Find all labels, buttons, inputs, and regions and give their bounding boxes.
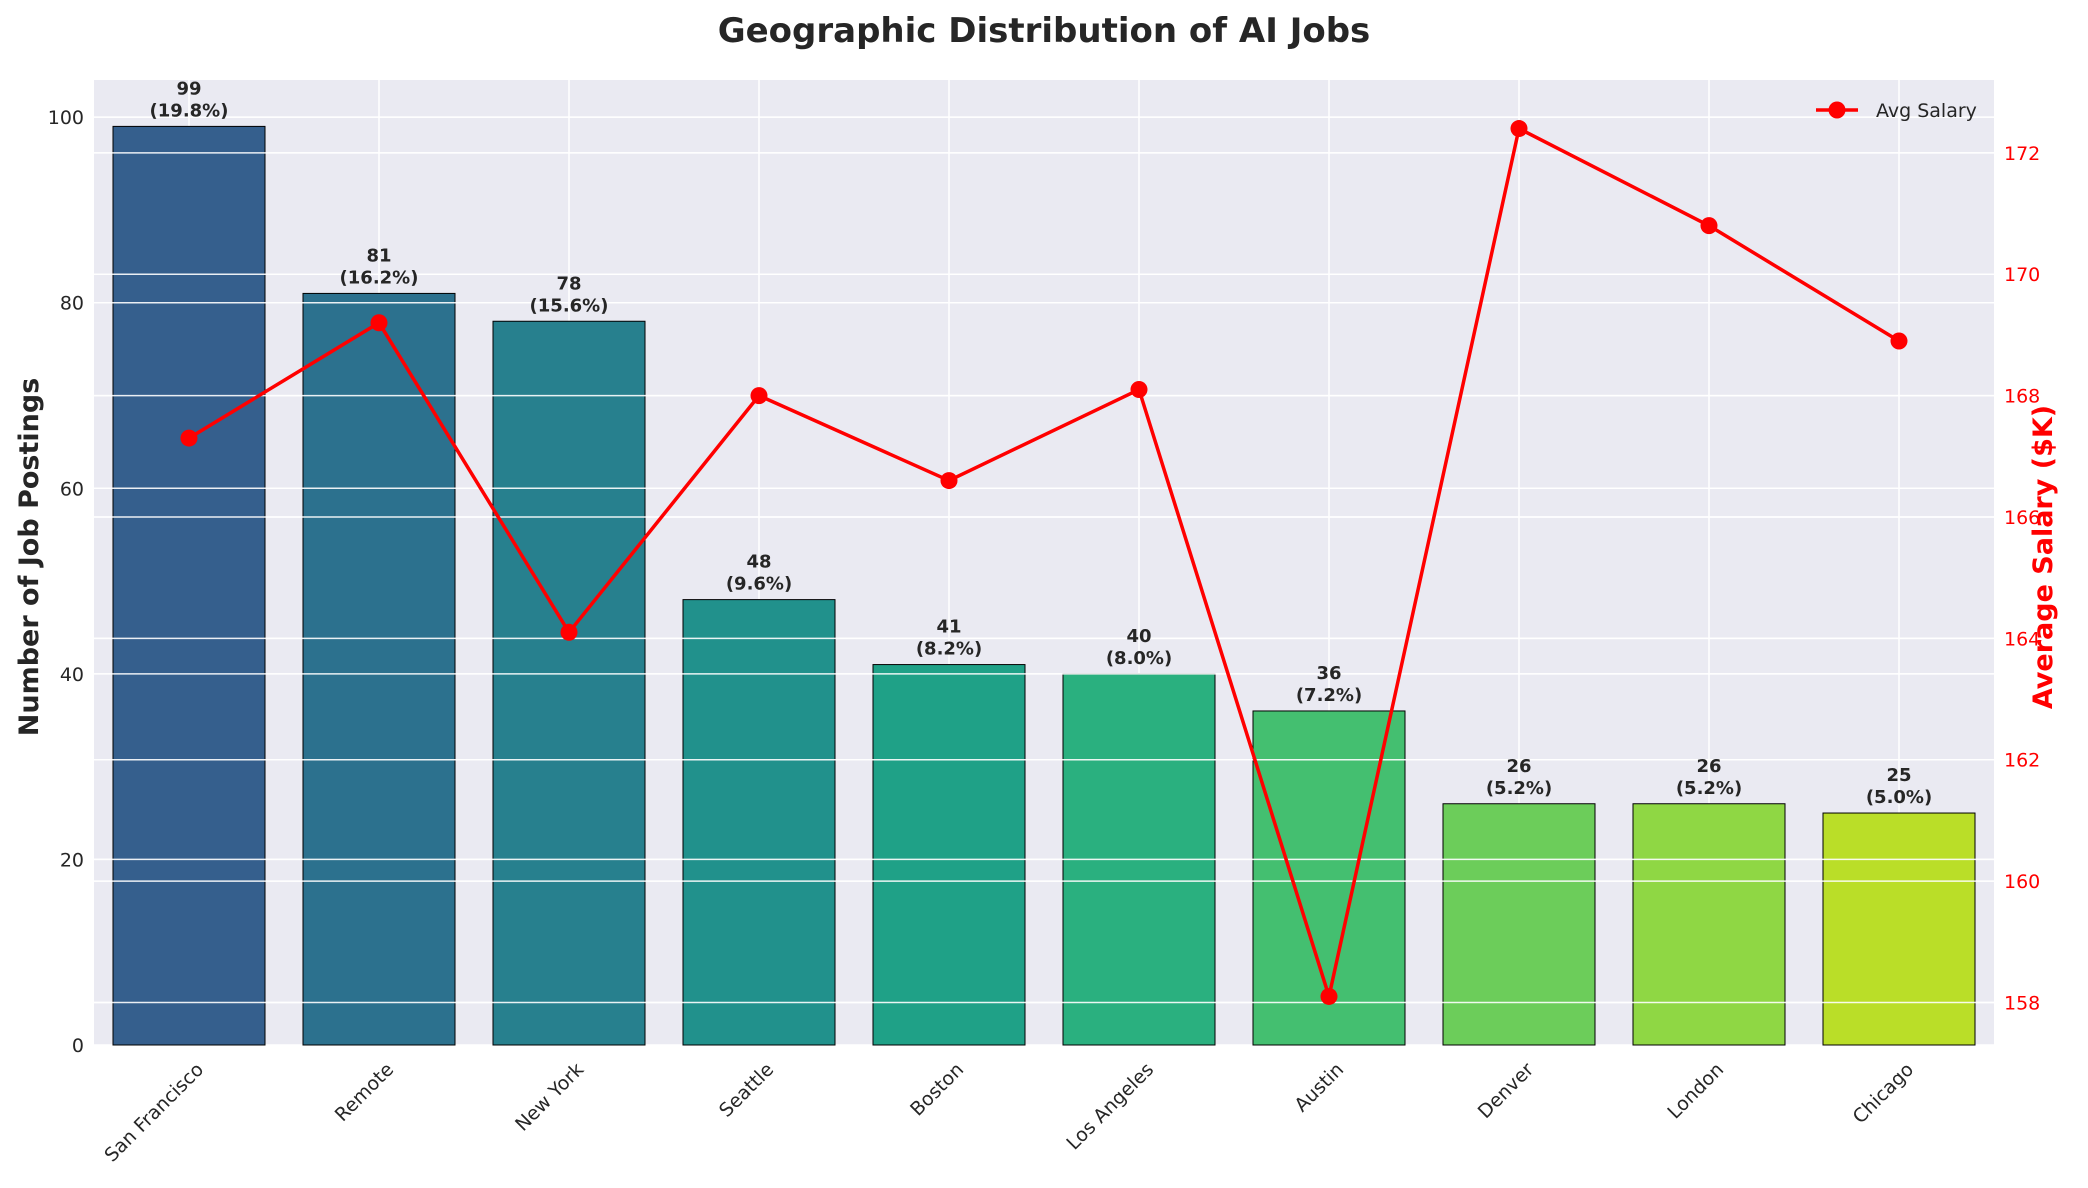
bar-data-label: 26 (5.2%): [1676, 756, 1742, 799]
y2-tick-label: 172: [2004, 143, 2040, 165]
y-tick-label: 40: [60, 664, 84, 686]
bar-data-label: 36 (7.2%): [1296, 663, 1362, 706]
salary-marker: [1130, 381, 1148, 399]
legend: Avg Salary: [1816, 100, 1977, 122]
salary-line: [188, 126, 1900, 999]
salary-marker: [370, 314, 388, 332]
bar-san-francisco: [112, 125, 266, 1046]
y-tick-label: 100: [48, 107, 84, 129]
y-tick-label: 20: [60, 849, 84, 871]
bar-data-label: 41 (8.2%): [916, 617, 982, 660]
salary-marker: [1320, 987, 1338, 1005]
salary-line-layer: [180, 120, 1908, 1005]
bar-data-label: 40 (8.0%): [1106, 626, 1172, 669]
y2-tick-label: 166: [2004, 507, 2040, 529]
bar-data-label: 48 (9.6%): [726, 552, 792, 595]
chart-title: Geographic Distribution of AI Jobs: [718, 11, 1371, 51]
bar-chicago: [1822, 812, 1976, 1046]
legend-label-avg-salary: Avg Salary: [1876, 100, 1977, 122]
bar-data-labels: 99 (19.8%) 81 (16.2%) 78 (15.6%) 48 (9.6%) 41 (8.…: [150, 78, 1933, 808]
y2-tick-label: 168: [2004, 386, 2040, 408]
y2-tick-label: 164: [2004, 628, 2040, 650]
bar-data-label: 78 (15.6%): [530, 273, 609, 316]
salary-marker: [560, 623, 578, 641]
bar-data-label: 26 (5.2%): [1486, 756, 1552, 799]
salary-marker: [940, 472, 958, 490]
legend-marker-swatch: [1828, 101, 1846, 119]
bars: [94, 116, 1994, 1046]
y2-axis-label: Average Salary ($K): [2028, 405, 2059, 709]
bar-new-york: [492, 320, 646, 1046]
y2-tick-label: 160: [2004, 871, 2040, 893]
y-tick-label: 0: [72, 1035, 84, 1057]
y-axis-label: Number of Job Postings: [14, 378, 45, 737]
y-tick-label: 80: [60, 293, 84, 315]
bar-data-label: 25 (5.0%): [1866, 765, 1932, 808]
salary-marker: [180, 429, 198, 447]
y-tick-label: 60: [60, 478, 84, 500]
bar-seattle: [682, 599, 836, 1046]
y2-tick-label: 162: [2004, 750, 2040, 772]
salary-marker: [1700, 217, 1718, 235]
bar-boston: [872, 664, 1026, 1046]
bar-remote: [302, 292, 456, 1046]
y2-tick-label: 158: [2004, 993, 2040, 1015]
salary-marker: [1510, 120, 1528, 138]
salary-marker: [750, 387, 768, 405]
bar-london: [1632, 803, 1786, 1046]
bar-denver: [1442, 803, 1596, 1046]
salary-marker: [1890, 332, 1908, 350]
bar-data-label: 81 (16.2%): [340, 245, 419, 288]
y2-tick-label: 170: [2004, 264, 2040, 286]
bar-data-label: 99 (19.8%): [150, 78, 229, 121]
